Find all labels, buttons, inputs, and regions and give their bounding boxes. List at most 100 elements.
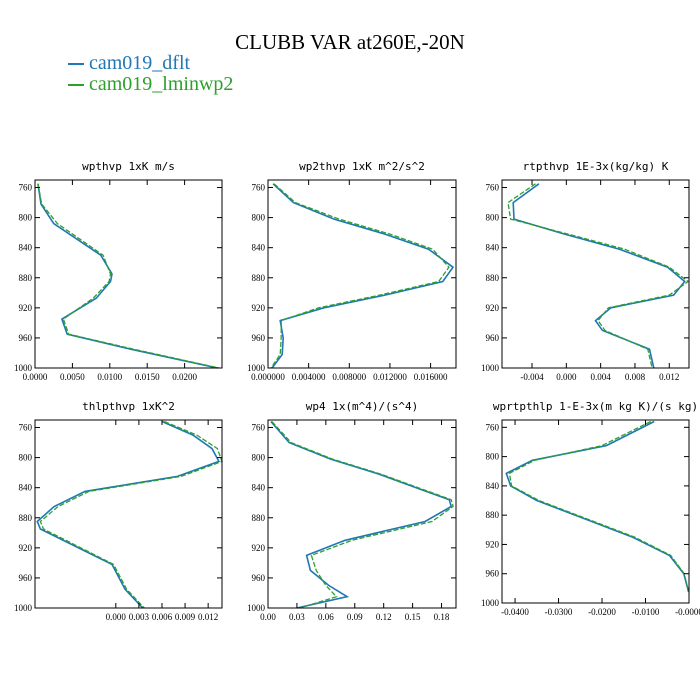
x-tick-label: 0.15: [405, 612, 421, 622]
y-tick-label: 880: [19, 273, 33, 283]
y-tick-label: 840: [486, 243, 500, 253]
y-tick-label: 800: [486, 213, 500, 223]
y-tick-label: 760: [19, 423, 33, 433]
y-tick-label: 960: [19, 573, 33, 583]
series-line: [37, 183, 220, 369]
y-tick-label: 960: [19, 333, 33, 343]
y-tick-label: 840: [252, 483, 266, 493]
chart-panel: wprtpthlp 1-E-3x(m kg K)/(s kg) 760 800 840…: [481, 400, 700, 617]
panel-frame: [501, 419, 690, 604]
y-tick-label: 880: [19, 513, 33, 523]
legend-entry-lminwp2: cam019_lminwp2: [68, 73, 233, 96]
y-tick-label: 800: [252, 453, 266, 463]
panel-frame: [501, 179, 690, 369]
x-tick-label: -0.004: [520, 372, 544, 382]
x-tick-label: 0.016000: [414, 372, 448, 382]
x-tick-label: 0.0200: [172, 372, 197, 382]
panel-title: thlpthvp 1xK^2: [82, 400, 175, 413]
chart-title: CLUBB VAR at260E,-20N: [235, 30, 465, 54]
series-line: [271, 421, 454, 609]
y-tick-label: 760: [252, 183, 266, 193]
y-tick-label: 1000: [14, 603, 33, 613]
y-tick-label: 1000: [481, 363, 500, 373]
x-tick-label: 0.006: [152, 612, 173, 622]
x-tick-label: 0.03: [289, 612, 305, 622]
x-tick-label: 0.00: [260, 612, 276, 622]
panel-title: wp4 1x(m^4)/(s^4): [306, 400, 419, 413]
y-tick-label: 880: [486, 273, 500, 283]
x-tick-label: 0.12: [376, 612, 392, 622]
y-tick-label: 840: [252, 243, 266, 253]
chart-panel: wpthvp 1xK m/s76080084088092096010000.00…: [14, 160, 223, 382]
y-tick-label: 760: [486, 183, 500, 193]
y-tick-label: 960: [486, 569, 500, 579]
x-tick-label: 0.012: [198, 612, 218, 622]
y-tick-label: 1000: [481, 598, 500, 608]
panel-title: wp2thvp 1xK m^2/s^2: [299, 160, 425, 173]
y-tick-label: 920: [19, 303, 33, 313]
y-tick-label: 960: [252, 333, 266, 343]
y-tick-label: 840: [486, 481, 500, 491]
series-line: [508, 420, 690, 593]
legend-swatch: [68, 63, 84, 66]
series-line: [512, 183, 686, 369]
x-tick-label: -0.0200: [588, 607, 616, 617]
y-tick-label: 920: [252, 543, 266, 553]
series-line: [36, 420, 221, 609]
y-tick-label: 800: [252, 213, 266, 223]
y-tick-label: 920: [19, 543, 33, 553]
series-line: [507, 183, 690, 369]
y-tick-label: 800: [19, 213, 33, 223]
legend-swatch: [68, 84, 84, 87]
panel-frame: [267, 179, 457, 369]
legend-label: cam019_lminwp2: [89, 73, 234, 95]
x-tick-label: 0.012000: [373, 372, 407, 382]
x-tick-label: 0.000: [556, 372, 577, 382]
y-tick-label: 920: [486, 303, 500, 313]
x-tick-label: -0.0400: [501, 607, 529, 617]
y-tick-label: 1000: [247, 603, 266, 613]
x-tick-label: 0.000000: [251, 372, 285, 382]
series-line: [270, 183, 450, 369]
x-tick-label: 0.0050: [60, 372, 85, 382]
y-tick-label: 800: [486, 452, 500, 462]
panel-title: wpthvp 1xK m/s: [82, 160, 175, 173]
y-tick-label: 800: [19, 453, 33, 463]
x-tick-label: 0.004000: [292, 372, 326, 382]
x-tick-label: 0.003: [129, 612, 150, 622]
x-tick-label: 0.0150: [135, 372, 160, 382]
y-tick-label: 1000: [247, 363, 266, 373]
chart-panel: wp2thvp 1xK m^2/s^2 760 800 840 880 920 960 100…: [247, 160, 457, 382]
x-tick-label: 0.004: [591, 372, 612, 382]
panel-title: wprtpthlp 1-E-3x(m kg K)/(s kg): [493, 400, 698, 413]
y-tick-label: 920: [252, 303, 266, 313]
panel-frame: [34, 179, 223, 369]
y-tick-label: 880: [252, 273, 266, 283]
y-tick-label: 880: [486, 510, 500, 520]
x-tick-label: 0.008: [625, 372, 646, 382]
series-line: [39, 420, 223, 609]
x-tick-label: -0.0100: [632, 607, 660, 617]
x-tick-label: -0.0300: [545, 607, 573, 617]
x-tick-label: 0.000: [106, 612, 127, 622]
x-tick-label: 0.06: [318, 612, 334, 622]
legend-entry-dflt: cam019_dflt: [68, 52, 190, 75]
x-tick-label: 0.0100: [97, 372, 122, 382]
y-tick-label: 760: [252, 423, 266, 433]
x-tick-label: 0.18: [434, 612, 450, 622]
y-tick-label: 760: [19, 183, 33, 193]
y-tick-label: 840: [19, 483, 33, 493]
y-tick-label: 760: [486, 422, 500, 432]
x-tick-label: 0.012: [659, 372, 679, 382]
panel-title: rtpthvp 1E-3x(kg/kg) K: [523, 160, 669, 173]
series-line: [37, 183, 218, 369]
x-tick-label: 0.008000: [332, 372, 366, 382]
y-tick-label: 960: [486, 333, 500, 343]
y-tick-label: 960: [252, 573, 266, 583]
chart-panel: rtpthvp 1E-3x(kg/kg) K 760 800 840 880 920 960…: [481, 160, 690, 382]
y-tick-label: 1000: [14, 363, 33, 373]
series-line: [270, 420, 453, 609]
panel-frame: [267, 419, 457, 609]
x-tick-label: 0.0000: [23, 372, 48, 382]
